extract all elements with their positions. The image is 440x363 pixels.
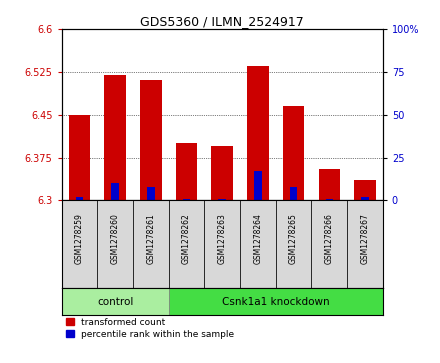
Text: control: control <box>97 297 133 307</box>
FancyBboxPatch shape <box>62 289 169 315</box>
Bar <box>176 143 197 200</box>
Bar <box>361 197 369 200</box>
Bar <box>290 187 297 200</box>
Bar <box>69 115 90 200</box>
Bar <box>326 199 333 200</box>
Text: GSM1278260: GSM1278260 <box>110 213 120 265</box>
Text: GSM1278261: GSM1278261 <box>147 213 155 264</box>
FancyBboxPatch shape <box>169 200 204 289</box>
Bar <box>354 180 376 200</box>
FancyBboxPatch shape <box>62 200 97 289</box>
Bar <box>247 66 268 200</box>
Bar <box>147 187 154 200</box>
Bar <box>319 169 340 200</box>
FancyBboxPatch shape <box>347 200 383 289</box>
Text: GSM1278266: GSM1278266 <box>325 213 334 265</box>
Text: GSM1278264: GSM1278264 <box>253 213 262 265</box>
Bar <box>111 183 119 200</box>
Bar <box>283 106 304 200</box>
Text: GSM1278265: GSM1278265 <box>289 213 298 265</box>
FancyBboxPatch shape <box>240 200 276 289</box>
Bar <box>212 146 233 200</box>
FancyBboxPatch shape <box>276 200 312 289</box>
FancyBboxPatch shape <box>169 289 383 315</box>
Bar <box>254 171 262 200</box>
Bar <box>76 197 83 200</box>
Bar <box>183 199 190 200</box>
FancyBboxPatch shape <box>97 200 133 289</box>
Bar <box>104 75 126 200</box>
Text: GSM1278259: GSM1278259 <box>75 213 84 265</box>
FancyBboxPatch shape <box>204 200 240 289</box>
Title: GDS5360 / ILMN_2524917: GDS5360 / ILMN_2524917 <box>140 15 304 28</box>
FancyBboxPatch shape <box>133 200 169 289</box>
Text: Csnk1a1 knockdown: Csnk1a1 knockdown <box>222 297 330 307</box>
Bar <box>218 199 226 200</box>
Text: GSM1278267: GSM1278267 <box>360 213 370 265</box>
FancyBboxPatch shape <box>312 200 347 289</box>
Text: GSM1278263: GSM1278263 <box>218 213 227 265</box>
Bar <box>140 81 161 200</box>
Text: GSM1278262: GSM1278262 <box>182 213 191 264</box>
Legend: transformed count, percentile rank within the sample: transformed count, percentile rank withi… <box>66 318 235 339</box>
